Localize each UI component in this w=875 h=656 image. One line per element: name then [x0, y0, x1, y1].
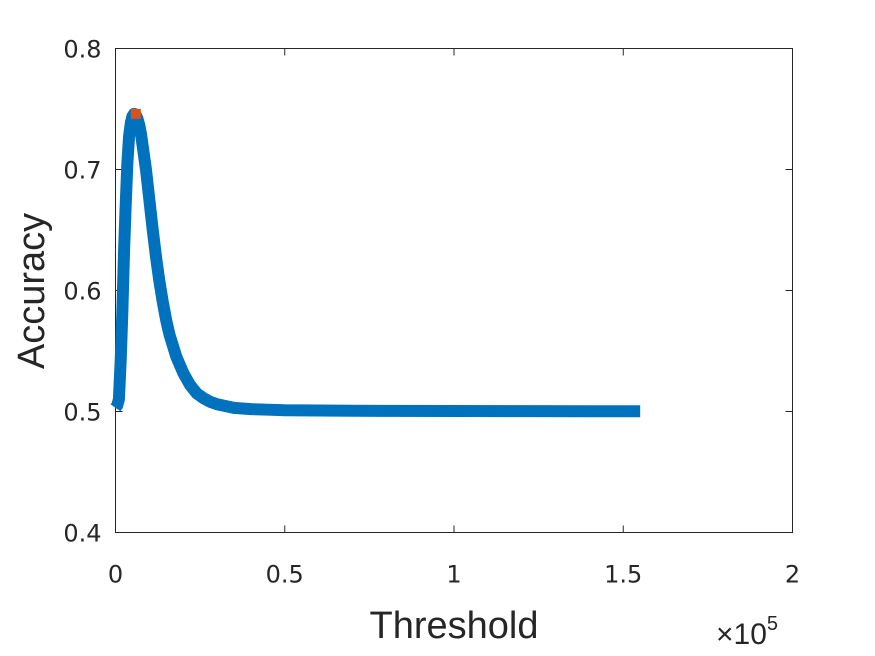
x-tick-label: 0: [108, 561, 123, 589]
series-layer: [110, 107, 641, 418]
marker-layer: [130, 108, 141, 119]
y-axis-ticks: 0.4 0.5 0.6 0.7 0.8: [63, 36, 793, 548]
accuracy-series-line: [110, 107, 641, 418]
x-tick-label: 2: [785, 561, 800, 589]
x-axis-exponent-base: ×10: [716, 618, 767, 651]
y-axis-label: Accuracy: [11, 213, 53, 369]
x-tick-label: 1.5: [604, 561, 642, 589]
y-tick-label: 0.4: [63, 520, 101, 548]
y-tick-label: 0.8: [63, 36, 101, 64]
x-axis-label: Threshold: [370, 605, 539, 647]
y-tick-label: 0.6: [63, 278, 101, 306]
x-tick-label: 0.5: [266, 561, 304, 589]
x-axis-exponent-power: 5: [767, 613, 778, 635]
x-axis-ticks: 0 0.5 1 1.5 2: [108, 48, 800, 589]
y-tick-label: 0.5: [63, 399, 101, 427]
x-tick-label: 1: [446, 561, 461, 589]
plot-area: [115, 48, 793, 533]
y-tick-label: 0.7: [63, 157, 101, 185]
max-accuracy-marker: [130, 108, 141, 119]
x-axis-exponent: ×105: [716, 613, 778, 651]
